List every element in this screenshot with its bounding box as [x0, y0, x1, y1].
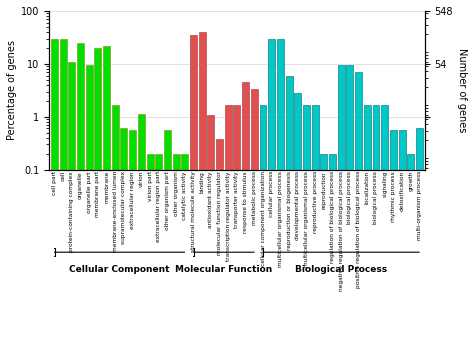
Text: Cellular Component: Cellular Component — [69, 265, 170, 274]
Bar — [373, 105, 380, 345]
Bar — [164, 130, 171, 345]
Bar — [268, 39, 275, 345]
Bar — [216, 139, 223, 345]
Bar — [199, 32, 206, 345]
Bar — [94, 48, 101, 345]
Bar — [416, 128, 423, 345]
Bar — [225, 105, 232, 345]
Text: Molecular Function: Molecular Function — [175, 265, 273, 274]
Y-axis label: Percentage of genes: Percentage of genes — [7, 40, 17, 140]
Bar — [407, 154, 414, 345]
Bar — [77, 43, 84, 345]
Bar — [286, 76, 292, 345]
Bar — [320, 154, 328, 345]
Bar — [260, 105, 266, 345]
Y-axis label: Number of genes: Number of genes — [457, 48, 467, 132]
Bar — [364, 105, 371, 345]
Bar — [155, 154, 162, 345]
Bar — [208, 115, 214, 345]
Bar — [277, 39, 284, 345]
Bar — [346, 65, 354, 345]
Bar — [303, 105, 310, 345]
Bar — [68, 62, 75, 345]
Bar — [234, 105, 240, 345]
Bar — [60, 39, 66, 345]
Bar — [251, 89, 258, 345]
Bar — [173, 154, 180, 345]
Bar — [399, 130, 406, 345]
Bar — [294, 93, 301, 345]
Bar — [390, 130, 397, 345]
Bar — [182, 154, 188, 345]
Bar — [190, 35, 197, 345]
Bar — [129, 130, 136, 345]
Bar — [312, 105, 319, 345]
Bar — [86, 65, 92, 345]
Bar — [338, 65, 345, 345]
Bar — [355, 72, 362, 345]
Bar — [329, 154, 336, 345]
Bar — [112, 105, 119, 345]
Bar — [120, 128, 128, 345]
Text: Biological Process: Biological Process — [295, 265, 387, 274]
Bar — [138, 114, 145, 345]
Bar — [381, 105, 388, 345]
Bar — [103, 46, 110, 345]
Bar — [146, 154, 154, 345]
Bar — [242, 82, 249, 345]
Bar — [51, 39, 58, 345]
